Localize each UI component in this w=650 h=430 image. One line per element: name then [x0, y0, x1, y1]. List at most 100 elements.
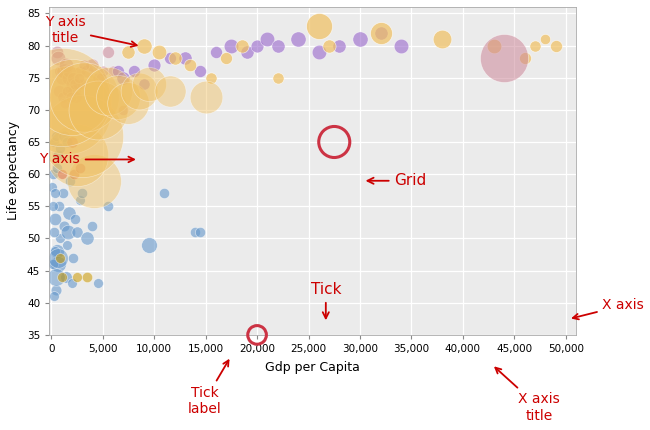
Point [103, 49, 113, 55]
Point [62, 74, 73, 81]
Point [92, 106, 103, 113]
Point [221, 55, 231, 62]
Point [82, 273, 92, 280]
Point [82, 68, 92, 75]
Point [355, 36, 365, 43]
Point [334, 42, 345, 49]
Point [51, 132, 62, 139]
Point [159, 190, 170, 197]
Point [375, 29, 385, 36]
X-axis label: Gdp per Capita: Gdp per Capita [265, 361, 360, 374]
Point [118, 74, 129, 81]
Point [489, 42, 499, 49]
Point [124, 100, 134, 107]
Point [211, 49, 221, 55]
Point [113, 94, 124, 101]
Point [195, 229, 205, 236]
Point [70, 81, 80, 88]
Point [64, 68, 74, 75]
Point [66, 94, 76, 101]
Point [53, 254, 63, 261]
Point [313, 23, 324, 30]
Point [50, 190, 60, 197]
Point [144, 241, 154, 248]
Point [75, 164, 85, 171]
Point [242, 49, 252, 55]
Point [51, 273, 61, 280]
Point [87, 61, 98, 68]
Point [499, 55, 509, 62]
Point [51, 286, 62, 293]
Point [71, 94, 81, 101]
Point [66, 81, 77, 88]
Point [72, 151, 82, 158]
Point [60, 273, 71, 280]
Point [118, 106, 129, 113]
Point [54, 203, 64, 210]
Point [59, 100, 70, 107]
Point [50, 216, 60, 223]
Point [262, 36, 272, 43]
Point [53, 55, 64, 62]
Point [57, 94, 68, 101]
Point [200, 94, 211, 101]
Point [103, 203, 113, 210]
Point [170, 55, 180, 62]
Point [77, 190, 87, 197]
Point [47, 261, 58, 267]
Point [54, 87, 64, 94]
Point [60, 61, 71, 68]
Point [272, 74, 283, 81]
Point [47, 184, 57, 190]
Point [49, 229, 59, 236]
Point [58, 68, 69, 75]
Point [57, 273, 67, 280]
Point [49, 138, 60, 145]
Point [87, 222, 98, 229]
Point [66, 138, 77, 145]
Point [519, 55, 530, 62]
Point [108, 68, 118, 75]
Point [73, 81, 83, 88]
Point [124, 49, 134, 55]
Point [57, 94, 67, 101]
Text: X axis
title: X axis title [495, 368, 560, 423]
Point [133, 87, 144, 94]
Y-axis label: Life expectancy: Life expectancy [7, 121, 20, 221]
Point [64, 209, 74, 216]
Point [237, 42, 247, 49]
Point [57, 190, 68, 197]
Point [103, 87, 113, 94]
Point [82, 235, 92, 242]
Point [55, 254, 66, 261]
Point [252, 42, 262, 49]
Point [75, 197, 85, 203]
Point [540, 36, 551, 43]
Point [79, 94, 89, 101]
Point [64, 177, 75, 184]
Point [53, 261, 64, 267]
Point [144, 81, 154, 88]
Point [551, 42, 561, 49]
Point [138, 42, 149, 49]
Point [185, 61, 196, 68]
Text: Grid: Grid [367, 173, 426, 188]
Point [205, 74, 216, 81]
Point [92, 74, 103, 81]
Point [55, 68, 66, 75]
Point [437, 36, 447, 43]
Text: Y axis
title: Y axis title [45, 15, 136, 47]
Point [62, 241, 72, 248]
Point [62, 138, 72, 145]
Point [89, 177, 99, 184]
Point [62, 106, 72, 113]
Point [75, 68, 85, 75]
Point [48, 203, 58, 210]
Point [113, 68, 124, 75]
Point [62, 87, 72, 94]
Point [49, 248, 60, 255]
Point [149, 61, 159, 68]
Point [180, 55, 190, 62]
Point [92, 280, 103, 287]
Point [252, 332, 262, 338]
